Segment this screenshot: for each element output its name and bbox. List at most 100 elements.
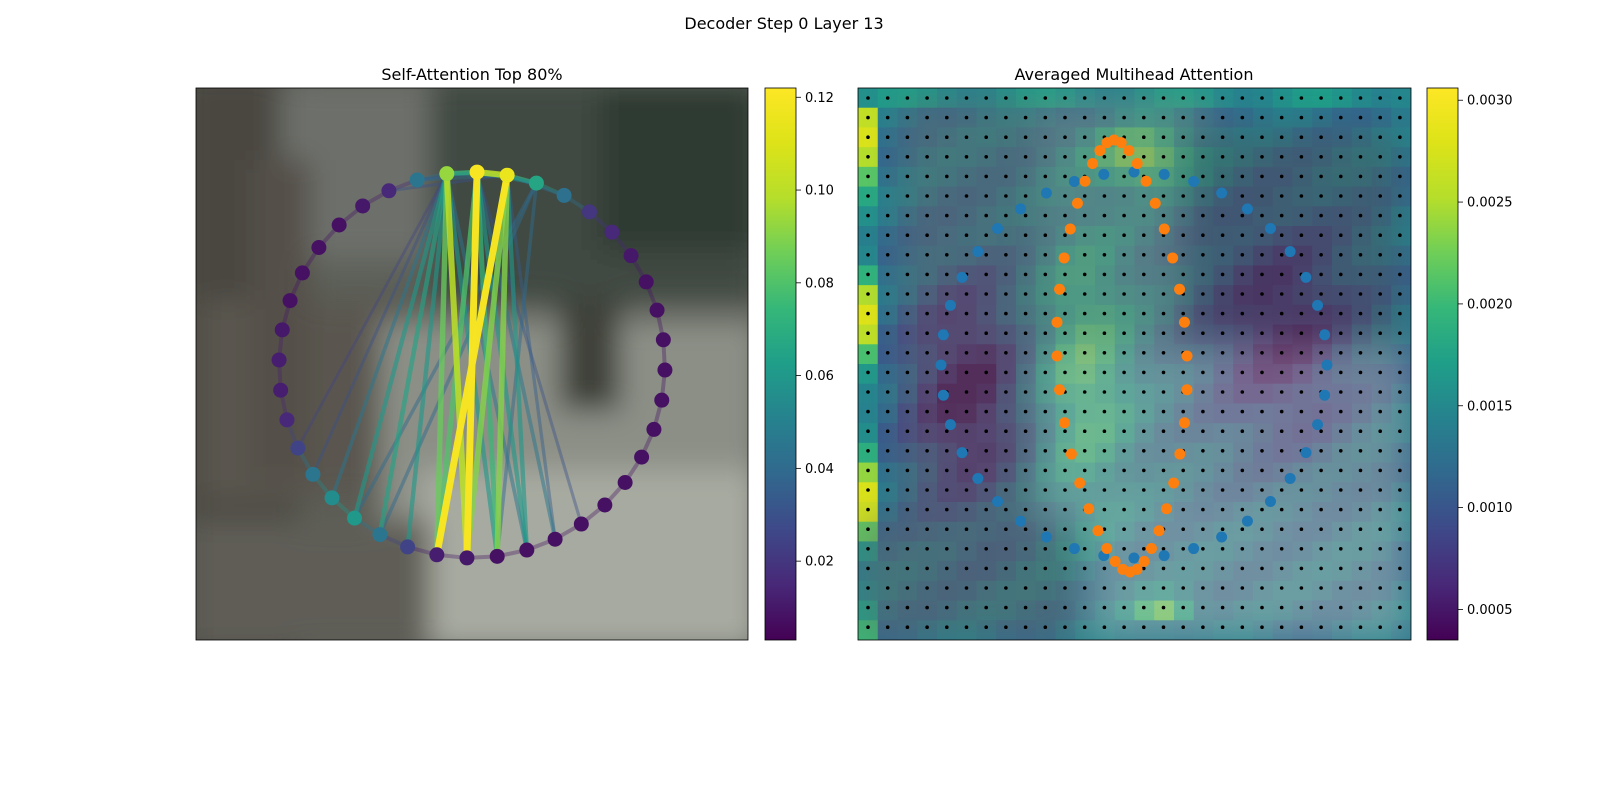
contour-point [992, 495, 1004, 507]
attention-node [429, 547, 445, 563]
contour-point [1058, 417, 1070, 429]
contour-point [1068, 543, 1080, 555]
contour-point [1058, 252, 1070, 264]
contour-point [1181, 384, 1193, 396]
contour-point [1178, 316, 1190, 328]
contour-point [1312, 299, 1324, 311]
attention-node [305, 466, 321, 482]
contour-point [935, 359, 947, 371]
contour-point [956, 447, 968, 459]
attention-node [409, 172, 425, 188]
attention-edge [434, 170, 450, 558]
attention-node [597, 497, 613, 513]
contour-point [1051, 350, 1063, 362]
contour-point [1068, 175, 1080, 187]
contour-point [1216, 187, 1228, 199]
contour-point [1241, 515, 1253, 527]
contour-point [1051, 316, 1063, 328]
contour-point [972, 472, 984, 484]
self-attention-title: Self-Attention Top 80% [381, 65, 562, 84]
contour-point [1264, 223, 1276, 235]
contour-point [1321, 359, 1333, 371]
attention-node [573, 516, 589, 532]
attention-node [274, 322, 290, 338]
attention-node [499, 167, 515, 183]
colorbar-tick-label: 0.02 [805, 555, 834, 570]
contour-point [1109, 555, 1121, 567]
attention-edge [505, 173, 557, 541]
contour-point [1158, 550, 1170, 562]
attention-edge [377, 171, 450, 537]
attention-node [634, 449, 650, 465]
contour-point [1101, 137, 1113, 149]
attention-edge [464, 172, 510, 561]
contour-point [1140, 175, 1152, 187]
contour-point [937, 389, 949, 401]
figure-suptitle: Decoder Step 0 Layer 13 [684, 14, 883, 33]
attention-node [547, 531, 563, 547]
colorbar-tick-label: 0.0030 [1467, 94, 1513, 109]
contour-point [956, 271, 968, 283]
contour-point [1168, 477, 1180, 489]
contour-point [1188, 175, 1200, 187]
contour-point [1138, 555, 1150, 567]
contour-point [1181, 350, 1193, 362]
contour-point [1094, 145, 1106, 157]
attention-node [372, 527, 388, 543]
multihead-attention-title: Averaged Multihead Attention [1015, 65, 1254, 84]
contour-point [1054, 283, 1066, 295]
contour-point [1040, 531, 1052, 543]
contour-point [1216, 531, 1228, 543]
colorbar-tick-label: 0.10 [805, 184, 834, 199]
contour-point [972, 246, 984, 258]
attention-node [459, 550, 475, 566]
attention-node [469, 164, 485, 180]
contour-point [1149, 197, 1161, 209]
contour-point [1319, 329, 1331, 341]
attention-edge [405, 171, 450, 550]
attention-node [528, 175, 544, 191]
multihead-attention-panel: Averaged Multihead Attention 0.0005 0.001… [857, 65, 1513, 641]
attention-node [294, 265, 310, 281]
attention-node [649, 302, 665, 318]
attention-node [489, 548, 505, 564]
attention-edge [330, 171, 449, 500]
colorbar-tick-label: 0.0015 [1467, 399, 1513, 414]
contour-point [1174, 283, 1186, 295]
attention-edges [277, 168, 667, 562]
contour-point [1128, 552, 1140, 564]
contour-point [1083, 503, 1095, 515]
contour-point [1161, 503, 1173, 515]
contour-points [935, 134, 1333, 578]
contour-point [1074, 477, 1086, 489]
colorbar-tick-label: 0.12 [805, 91, 834, 106]
contour-point [1115, 137, 1127, 149]
attention-node [604, 224, 620, 240]
colorbar-tick-label: 0.0025 [1467, 196, 1513, 211]
attention-node [290, 440, 306, 456]
contour-point [1188, 543, 1200, 555]
contour-point [1101, 542, 1113, 554]
colorbar-tick-label: 0.0020 [1467, 297, 1513, 312]
contour-point [1079, 175, 1091, 187]
colorbar-tick-label: 0.04 [805, 462, 834, 477]
contour-point [1071, 197, 1083, 209]
multihead-colorbar: 0.0005 0.0010 0.0015 0.0020 0.0025 0.0030 [1426, 87, 1513, 641]
contour-point [1158, 223, 1170, 235]
contour-point [1241, 203, 1253, 215]
attention-edge [504, 173, 530, 553]
attention-node [271, 352, 287, 368]
contour-point [1015, 515, 1027, 527]
attention-node [282, 293, 298, 309]
attention-node [347, 510, 363, 526]
attention-edge [443, 170, 470, 561]
contour-point [1064, 223, 1076, 235]
attention-edge [494, 172, 510, 560]
attention-node [400, 539, 416, 555]
contour-point [1015, 203, 1027, 215]
contour-point [1174, 448, 1186, 460]
attention-nodes [271, 164, 673, 566]
attention-node [623, 248, 639, 264]
attention-node [279, 412, 295, 428]
